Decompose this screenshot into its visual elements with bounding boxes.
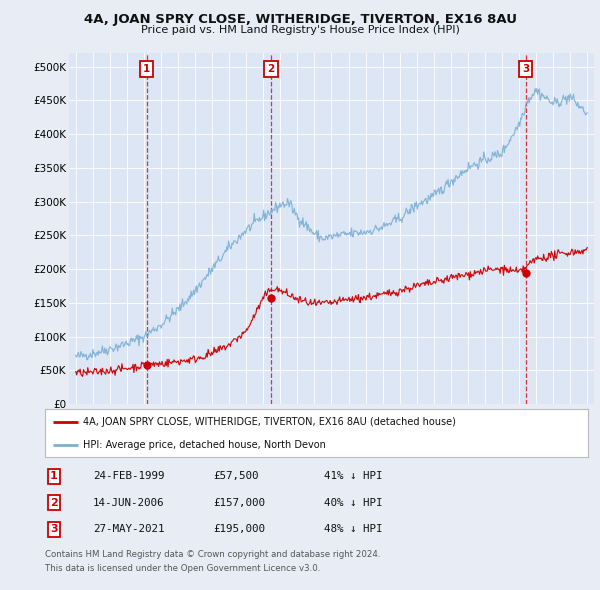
Text: 3: 3 bbox=[522, 64, 529, 74]
Text: HPI: Average price, detached house, North Devon: HPI: Average price, detached house, Nort… bbox=[83, 440, 326, 450]
Text: 4A, JOAN SPRY CLOSE, WITHERIDGE, TIVERTON, EX16 8AU (detached house): 4A, JOAN SPRY CLOSE, WITHERIDGE, TIVERTO… bbox=[83, 417, 456, 427]
Text: £195,000: £195,000 bbox=[213, 525, 265, 534]
Text: 3: 3 bbox=[50, 525, 58, 534]
Text: 24-FEB-1999: 24-FEB-1999 bbox=[93, 471, 164, 481]
Text: 2: 2 bbox=[268, 64, 275, 74]
Text: £157,000: £157,000 bbox=[213, 498, 265, 507]
Text: Price paid vs. HM Land Registry's House Price Index (HPI): Price paid vs. HM Land Registry's House … bbox=[140, 25, 460, 35]
Text: 2: 2 bbox=[50, 498, 58, 507]
Text: 1: 1 bbox=[50, 471, 58, 481]
Text: 1: 1 bbox=[143, 64, 150, 74]
Text: This data is licensed under the Open Government Licence v3.0.: This data is licensed under the Open Gov… bbox=[45, 565, 320, 573]
Text: 48% ↓ HPI: 48% ↓ HPI bbox=[324, 525, 383, 534]
Text: Contains HM Land Registry data © Crown copyright and database right 2024.: Contains HM Land Registry data © Crown c… bbox=[45, 550, 380, 559]
Text: 4A, JOAN SPRY CLOSE, WITHERIDGE, TIVERTON, EX16 8AU: 4A, JOAN SPRY CLOSE, WITHERIDGE, TIVERTO… bbox=[83, 13, 517, 26]
Text: £57,500: £57,500 bbox=[213, 471, 259, 481]
Text: 41% ↓ HPI: 41% ↓ HPI bbox=[324, 471, 383, 481]
Text: 27-MAY-2021: 27-MAY-2021 bbox=[93, 525, 164, 534]
Text: 40% ↓ HPI: 40% ↓ HPI bbox=[324, 498, 383, 507]
Text: 14-JUN-2006: 14-JUN-2006 bbox=[93, 498, 164, 507]
